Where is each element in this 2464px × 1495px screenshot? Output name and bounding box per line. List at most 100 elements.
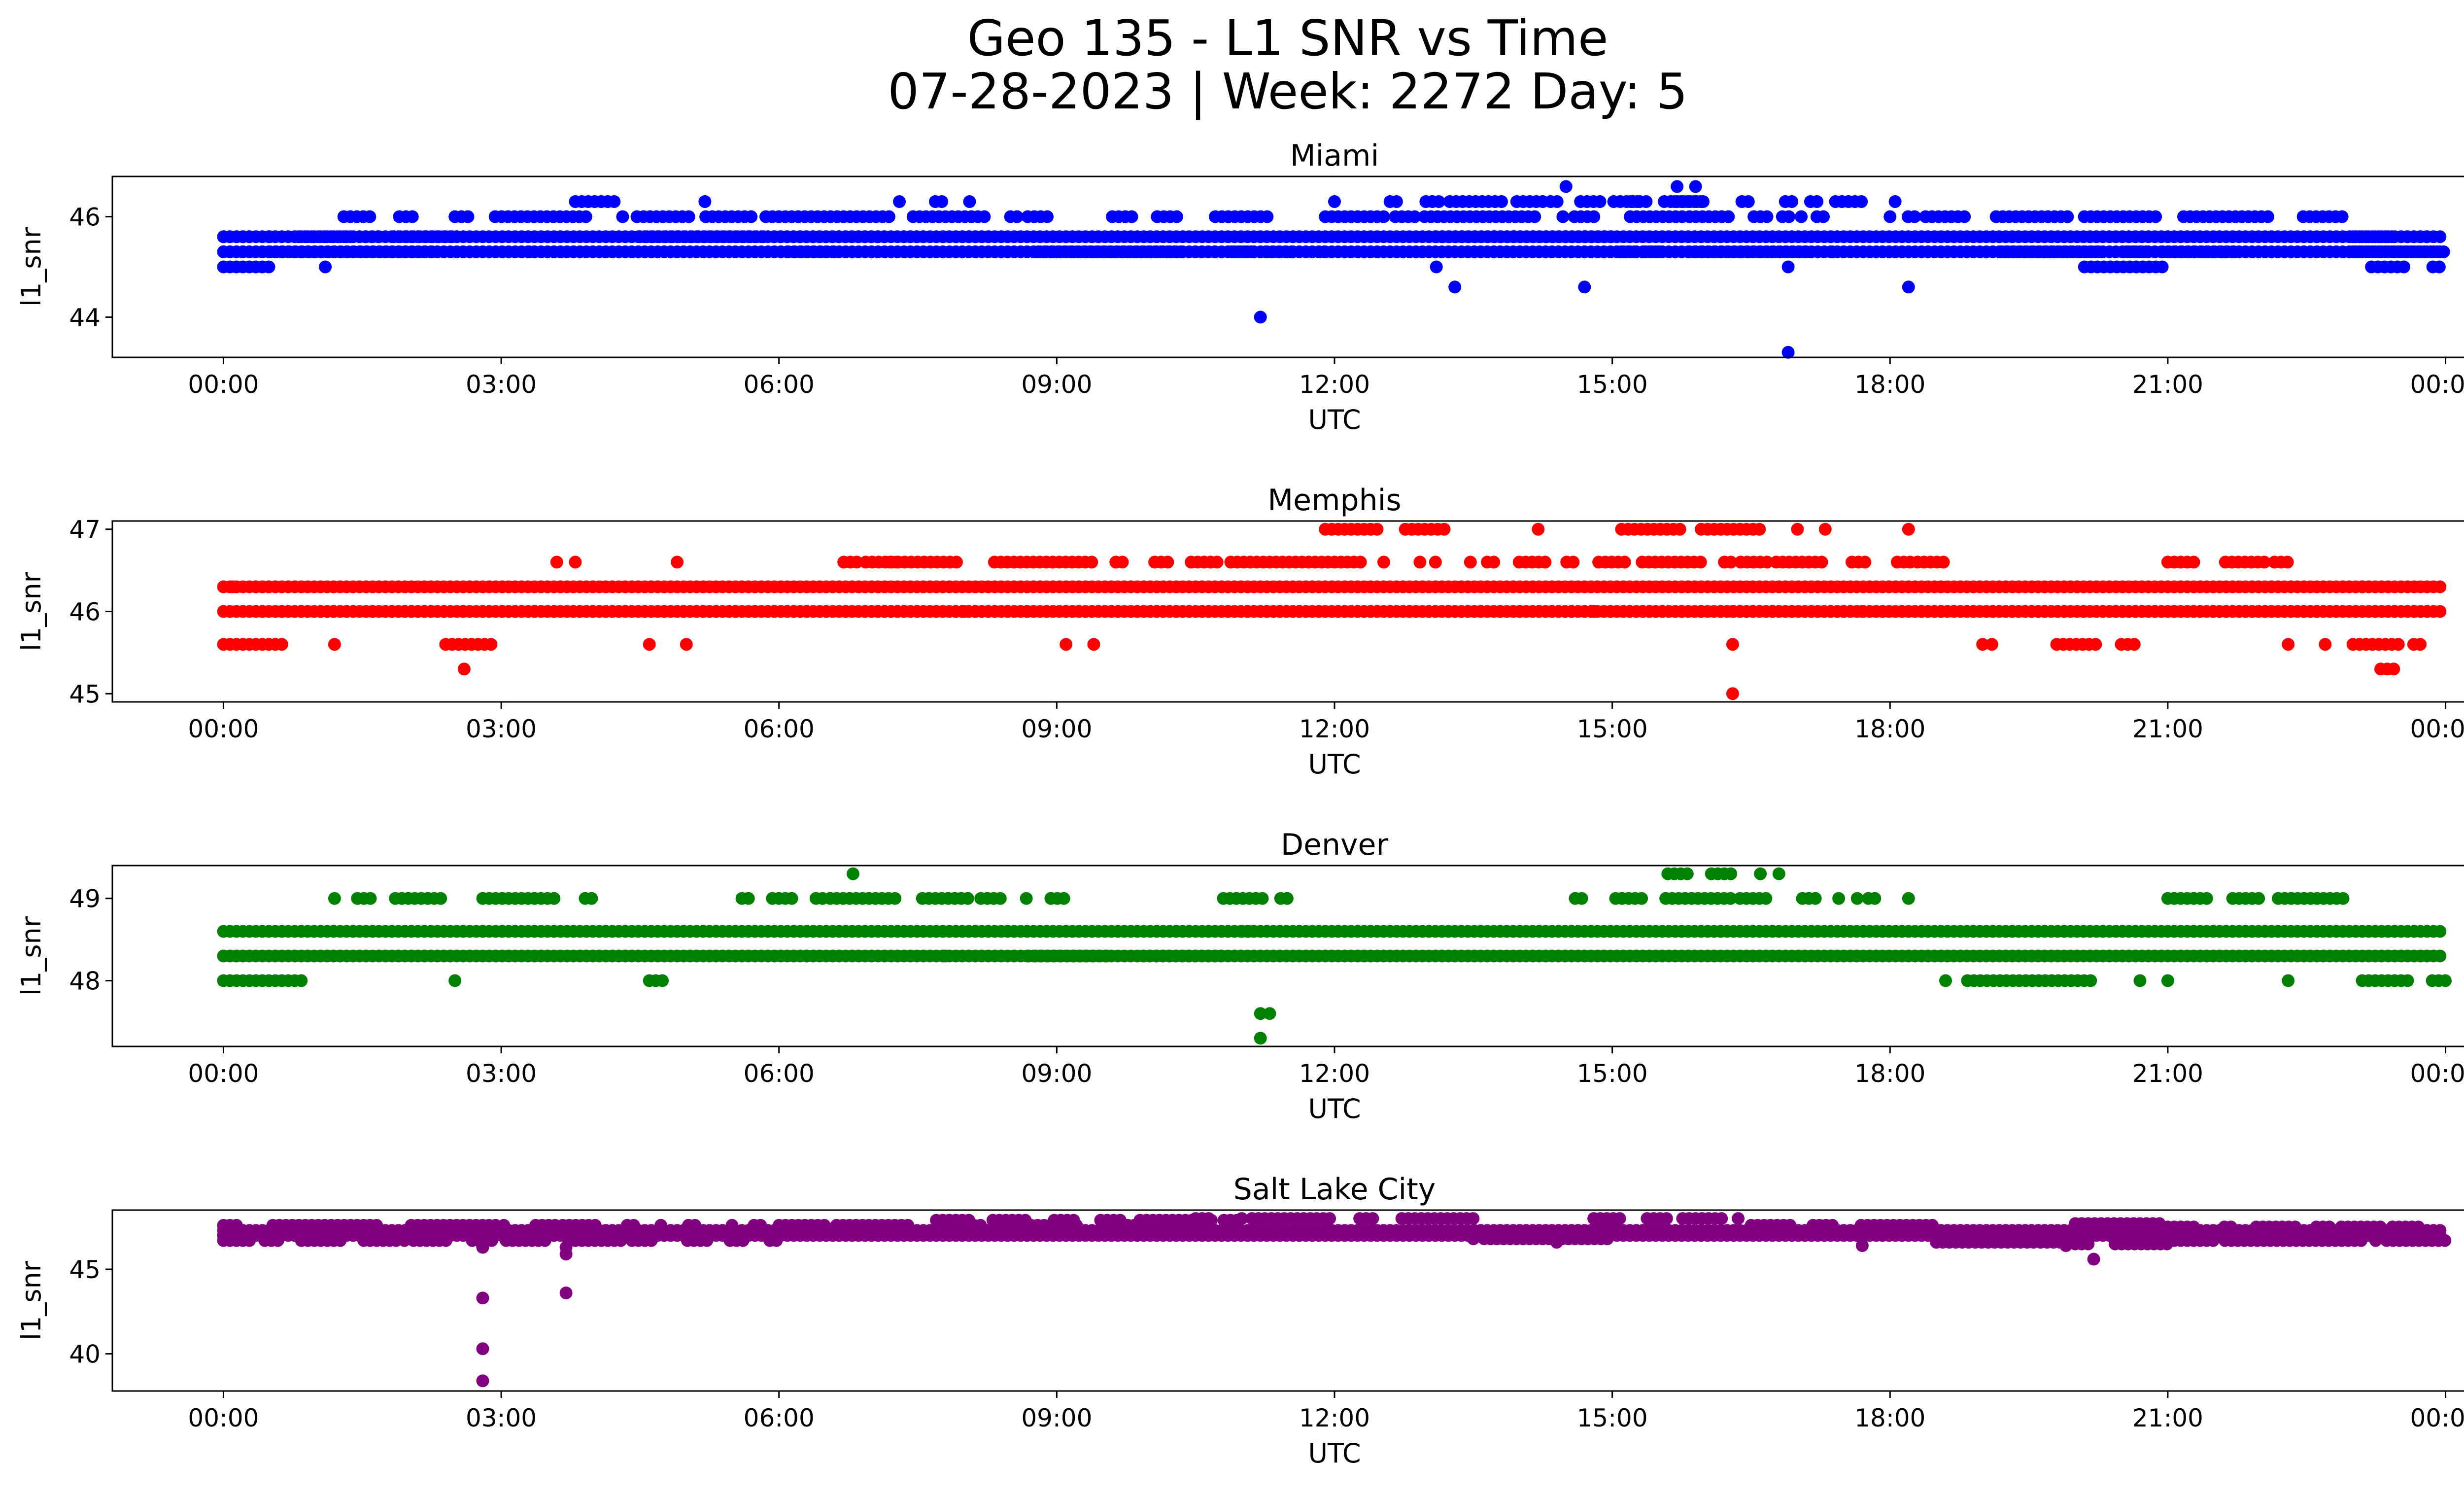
data-point — [2281, 556, 2294, 569]
data-point — [958, 605, 971, 618]
data-point — [1795, 210, 1808, 223]
data-point — [363, 210, 376, 223]
x-tick-label: 00:00 — [188, 1404, 259, 1432]
data-point — [1390, 195, 1403, 208]
data-point — [1939, 974, 1952, 987]
data-point — [1671, 180, 1684, 193]
data-point — [1902, 522, 1915, 536]
data-point — [785, 892, 798, 905]
data-point — [978, 210, 991, 223]
x-tick-label: 18:00 — [1854, 370, 1925, 399]
x-tick-label: 06:00 — [744, 1404, 815, 1432]
x-tick-label: 15:00 — [1577, 1059, 1648, 1088]
data-point — [893, 195, 906, 208]
data-point — [1640, 195, 1653, 208]
data-point — [370, 1218, 383, 1232]
data-point — [656, 974, 669, 987]
data-point — [2433, 949, 2447, 963]
data-point — [1464, 556, 1477, 569]
data-point — [698, 195, 712, 208]
data-point — [1467, 1212, 1480, 1225]
data-point — [2355, 1234, 2368, 1247]
data-point — [882, 210, 895, 223]
x-tick-label: 09:00 — [1021, 1059, 1092, 1088]
data-point — [1694, 556, 1707, 569]
x-tick-label: 03:00 — [466, 715, 537, 743]
data-point — [1726, 687, 1739, 700]
data-point — [1041, 210, 1054, 223]
data-point — [654, 1218, 668, 1232]
y-tick-label: 46 — [69, 203, 101, 232]
scatter-points — [217, 867, 2452, 1045]
data-point — [2438, 1234, 2452, 1247]
data-point — [550, 556, 563, 569]
data-point — [1430, 260, 1443, 274]
data-point — [1605, 230, 1618, 243]
data-point — [1855, 1239, 1869, 1252]
data-point — [1724, 892, 1737, 905]
x-tick-label: 03:00 — [466, 1059, 537, 1088]
data-point — [1208, 245, 1221, 258]
data-point — [847, 867, 859, 880]
data-point — [1673, 522, 1686, 536]
data-point — [754, 1218, 767, 1232]
data-point — [1377, 210, 1390, 223]
data-point — [1019, 1214, 1032, 1227]
x-tick-label: 00:00 — [2410, 370, 2464, 399]
data-point — [2187, 556, 2200, 569]
data-point — [2335, 210, 2349, 223]
data-point — [1263, 1007, 1276, 1020]
data-point — [2420, 230, 2433, 243]
data-point — [1722, 210, 1735, 223]
x-tick-label: 18:00 — [1854, 715, 1925, 743]
data-point — [1753, 522, 1766, 536]
data-point — [2385, 230, 2398, 243]
data-point — [2336, 892, 2350, 905]
y-tick-label: 46 — [69, 598, 101, 626]
data-point — [1760, 556, 1774, 569]
data-point — [1242, 925, 1255, 938]
x-tick-label: 00:00 — [2410, 1404, 2464, 1432]
data-point — [961, 892, 974, 905]
data-point — [2282, 638, 2295, 651]
data-point — [328, 638, 341, 651]
data-point — [1652, 245, 1665, 258]
data-point — [1902, 892, 1915, 905]
x-tick-label: 06:00 — [744, 715, 815, 743]
data-point — [1783, 1218, 1797, 1232]
data-point — [2432, 260, 2446, 274]
data-point — [263, 230, 276, 243]
data-point — [1618, 556, 1631, 569]
data-point — [2414, 638, 2427, 651]
data-point — [1593, 195, 1607, 208]
data-point — [2369, 1234, 2382, 1247]
data-point — [1759, 892, 1773, 905]
data-point — [1254, 1007, 1267, 1020]
data-point — [1125, 210, 1138, 223]
data-point — [982, 230, 995, 243]
data-point — [1244, 245, 1258, 258]
data-point — [756, 230, 770, 243]
x-tick-label: 00:00 — [2410, 715, 2464, 743]
x-tick-label: 03:00 — [466, 370, 537, 399]
data-point — [1280, 892, 1294, 905]
data-point — [2433, 605, 2447, 618]
data-point — [461, 210, 475, 223]
data-point — [2227, 245, 2241, 258]
data-point — [2059, 1239, 2073, 1252]
data-point — [700, 1234, 714, 1247]
x-tick-label: 21:00 — [2132, 370, 2203, 399]
data-point — [1467, 1232, 1480, 1246]
data-point — [295, 974, 308, 987]
y-tick-label: 47 — [69, 516, 101, 544]
data-point — [2087, 1252, 2100, 1266]
data-point — [608, 195, 621, 208]
data-point — [725, 1218, 739, 1232]
data-point — [2061, 210, 2074, 223]
data-point — [484, 638, 498, 651]
data-point — [950, 556, 963, 569]
data-point — [1437, 522, 1451, 536]
data-point — [889, 892, 902, 905]
data-point — [1100, 949, 1113, 963]
data-point — [2149, 210, 2162, 223]
